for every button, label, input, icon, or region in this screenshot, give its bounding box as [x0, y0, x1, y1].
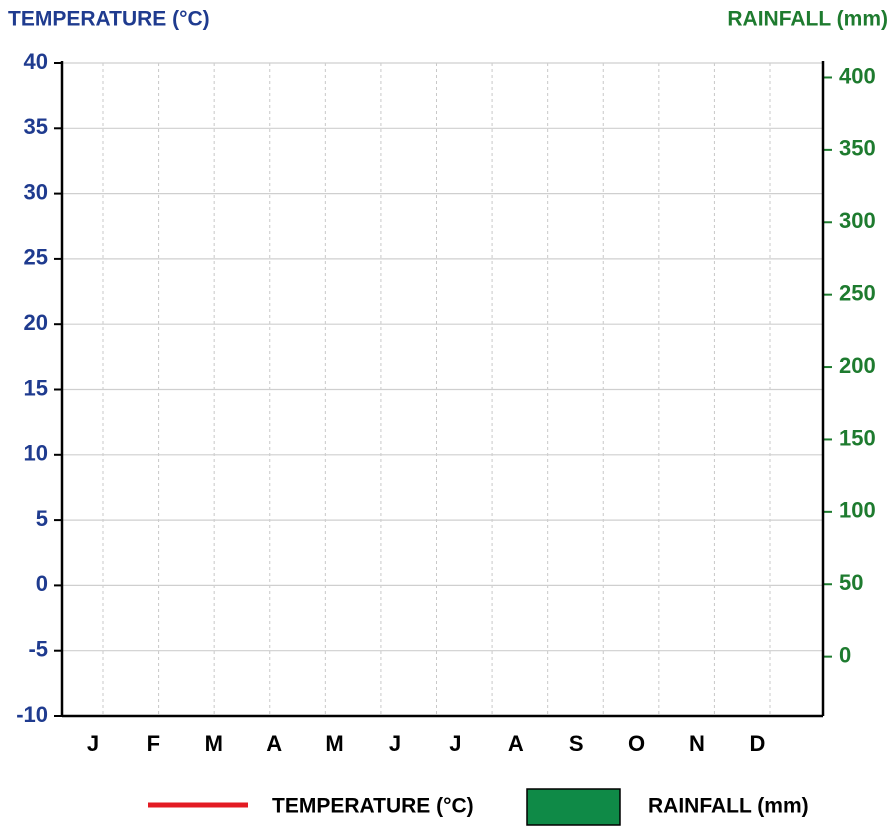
x-tick-label: F — [147, 731, 160, 756]
y-axis-title: TEMPERATURE (°C) — [8, 8, 210, 31]
x-tick-label: J — [449, 731, 461, 756]
legend-label: TEMPERATURE (°C) — [272, 795, 474, 818]
y-tick-label: 0 — [36, 571, 48, 596]
y2-tick-label: 0 — [839, 642, 851, 667]
x-tick-label: N — [689, 731, 705, 756]
x-tick-label: J — [389, 731, 401, 756]
x-tick-label: O — [628, 731, 645, 756]
y-tick-label: -5 — [28, 637, 48, 662]
y-tick-label: 25 — [24, 245, 48, 270]
y-tick-label: 15 — [24, 375, 48, 400]
y-tick-label: 35 — [24, 114, 48, 139]
x-tick-label: A — [266, 731, 282, 756]
y2-tick-label: 250 — [839, 280, 876, 305]
y-tick-label: 40 — [24, 49, 48, 74]
y-tick-label: 10 — [24, 441, 48, 466]
y2-tick-label: 50 — [839, 570, 863, 595]
y2-axis-title: RAINFALL (mm) — [727, 8, 888, 31]
y2-tick-label: 100 — [839, 498, 876, 523]
x-tick-label: A — [508, 731, 524, 756]
y2-tick-label: 350 — [839, 136, 876, 161]
x-tick-label: J — [87, 731, 99, 756]
y2-tick-label: 400 — [839, 63, 876, 88]
y2-tick-label: 150 — [839, 425, 876, 450]
x-tick-label: S — [569, 731, 584, 756]
legend-swatch — [526, 788, 621, 826]
y-tick-label: 5 — [36, 506, 48, 531]
legend-label: RAINFALL (mm) — [648, 795, 809, 818]
y2-tick-label: 300 — [839, 208, 876, 233]
y-tick-label: -10 — [16, 702, 48, 727]
x-tick-label: D — [749, 731, 765, 756]
x-tick-label: M — [205, 731, 223, 756]
y2-tick-label: 200 — [839, 353, 876, 378]
x-tick-label: M — [325, 731, 343, 756]
y-tick-label: 30 — [24, 179, 48, 204]
y-tick-label: 20 — [24, 310, 48, 335]
